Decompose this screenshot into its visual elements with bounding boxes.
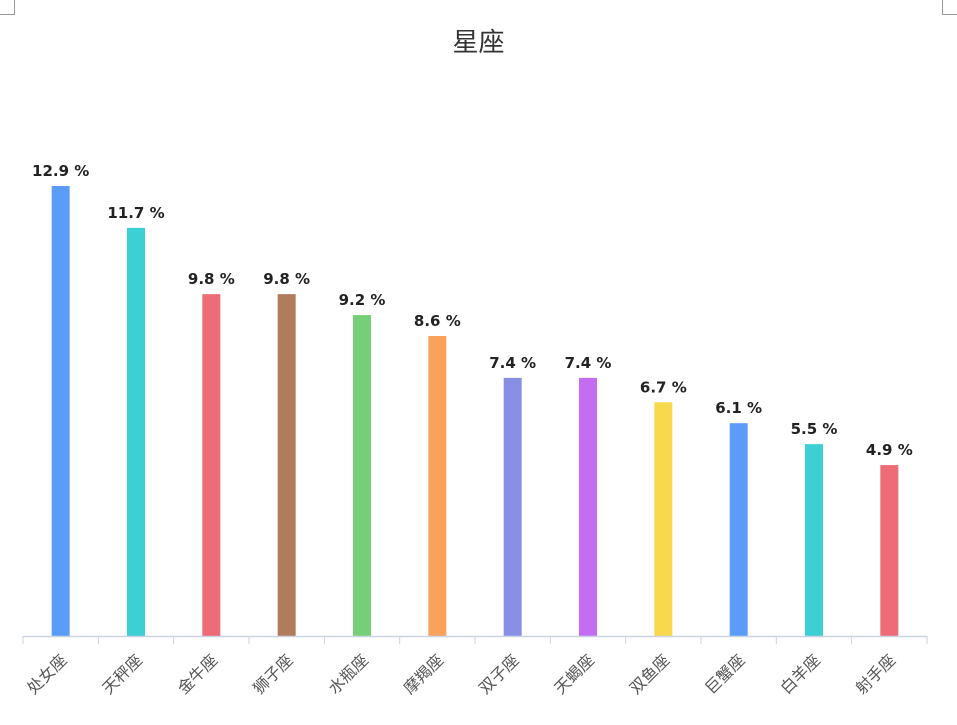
bar <box>202 294 221 636</box>
bar <box>729 423 748 636</box>
bar <box>579 377 597 636</box>
bars-group <box>51 186 899 636</box>
data-label: 6.1 % <box>715 399 762 417</box>
data-label: 12.9 % <box>32 162 89 180</box>
data-label: 9.2 % <box>339 291 386 309</box>
x-tick-label: 双子座 <box>475 650 522 697</box>
bar <box>503 377 522 636</box>
data-labels-group: 12.9 % 11.7 % 9.8 % 9.8 % 9.2 % 8.6 % 7.4 % 7.4… <box>32 162 913 459</box>
x-tick-label: 金牛座 <box>174 650 221 697</box>
data-label: 7.4 % <box>489 354 536 372</box>
data-label: 8.6 % <box>414 312 461 330</box>
x-tick-label: 射手座 <box>852 650 899 697</box>
bar <box>277 294 296 636</box>
x-tick-label: 白羊座 <box>776 650 823 697</box>
x-tick-label: 双鱼座 <box>626 650 673 697</box>
data-label: 11.7 % <box>107 204 164 222</box>
bar <box>353 315 371 636</box>
x-axis <box>22 635 928 644</box>
x-tick-label: 天蝎座 <box>550 650 597 697</box>
x-tick-label: 水瓶座 <box>324 650 371 697</box>
bar <box>127 227 145 636</box>
data-label: 7.4 % <box>565 354 612 372</box>
bar <box>805 444 823 636</box>
bar <box>654 402 673 636</box>
x-tick-label: 狮子座 <box>249 650 296 697</box>
chart-title: 星座 <box>452 28 505 58</box>
bar <box>880 465 899 636</box>
data-label: 5.5 % <box>791 420 838 438</box>
corner-mark-top-right <box>942 0 957 15</box>
data-label: 6.7 % <box>640 378 687 396</box>
bar <box>51 186 70 636</box>
x-tick-label: 摩羯座 <box>400 650 447 697</box>
x-tick-label: 处女座 <box>23 650 70 697</box>
data-label: 9.8 % <box>188 270 235 288</box>
x-tick-label: 巨蟹座 <box>701 650 748 697</box>
corner-mark-top-left <box>0 0 15 15</box>
x-tick-labels-group: 处女座 天秤座 金牛座 狮子座 水瓶座 摩羯座 双子座 天蝎座 双鱼座 巨蟹座 白羊座 射手座 <box>23 650 899 697</box>
bar <box>428 336 447 636</box>
data-label: 9.8 % <box>263 270 310 288</box>
data-label: 4.9 % <box>866 441 913 459</box>
x-tick-label: 天秤座 <box>98 650 145 697</box>
